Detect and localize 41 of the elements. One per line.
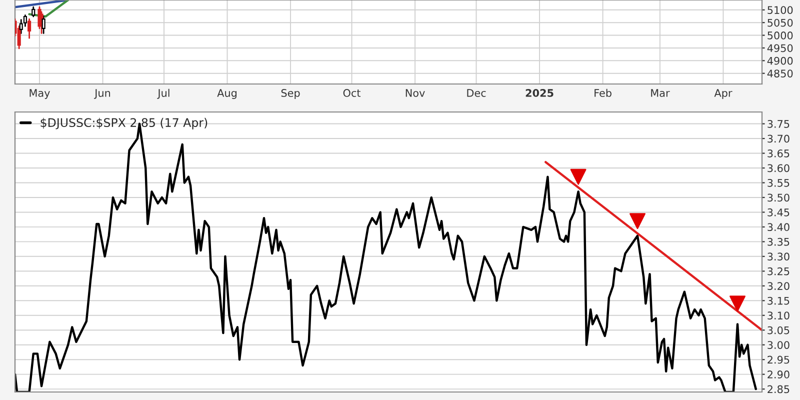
y-tick-label: 3.65 bbox=[768, 149, 790, 158]
point bbox=[630, 213, 646, 230]
y-tick-label: 5100 bbox=[768, 6, 793, 14]
y-tick-label: 3.35 bbox=[768, 238, 790, 246]
y-tick-label: 3.45 bbox=[768, 208, 790, 216]
x-tick-label: Dec bbox=[467, 89, 486, 97]
point bbox=[570, 168, 586, 185]
x-tick-label: Aug bbox=[217, 89, 236, 99]
x-tick-label: Mar bbox=[651, 89, 670, 97]
y-tick-label: 3.60 bbox=[768, 164, 790, 172]
x-tick-label: Sep bbox=[281, 89, 300, 99]
x-tick-label: 2025 bbox=[526, 89, 554, 97]
x-tick-label: May bbox=[30, 89, 50, 99]
legend-label: $DJUSSC:$SPX 2.85 (17 Apr) bbox=[40, 118, 208, 130]
x-tick-label: Jun bbox=[94, 89, 110, 99]
y-tick-label: 3.15 bbox=[768, 296, 790, 305]
y-tick-label: 4900 bbox=[767, 56, 793, 65]
y-tick-label: 4850 bbox=[767, 70, 793, 78]
y-tick-label: 2.95 bbox=[768, 356, 790, 364]
y-tick-label: 3.05 bbox=[768, 326, 790, 334]
x-tick-label: Oct bbox=[343, 89, 361, 97]
y-tick-label: 5000 bbox=[768, 32, 793, 40]
point bbox=[730, 296, 746, 312]
y-tick-label: 3.40 bbox=[768, 223, 790, 232]
x-tick-label: Nov bbox=[406, 89, 425, 97]
x-tick-label: Jul bbox=[157, 88, 170, 99]
x-tick-label: Feb bbox=[594, 88, 612, 97]
y-tick-label: 3.25 bbox=[768, 267, 790, 276]
y-tick-label: 3.20 bbox=[768, 282, 790, 290]
y-tick-label: 3.75 bbox=[768, 120, 790, 128]
y-tick-label: 3.70 bbox=[768, 134, 790, 143]
y-tick-label: 3.55 bbox=[768, 178, 790, 187]
y-tick-label: 2.90 bbox=[768, 370, 790, 378]
y-tick-label: 2.85 bbox=[768, 385, 790, 394]
y-tick-label: 3.30 bbox=[768, 252, 790, 261]
y-tick-label: 3.10 bbox=[768, 312, 790, 320]
y-tick-label: 3.50 bbox=[768, 194, 790, 202]
y-tick-label: 5050 bbox=[768, 18, 793, 27]
y-tick-label: 3.00 bbox=[768, 341, 790, 349]
x-tick-label: Apr bbox=[714, 89, 732, 99]
y-tick-label: 4950 bbox=[767, 44, 793, 52]
